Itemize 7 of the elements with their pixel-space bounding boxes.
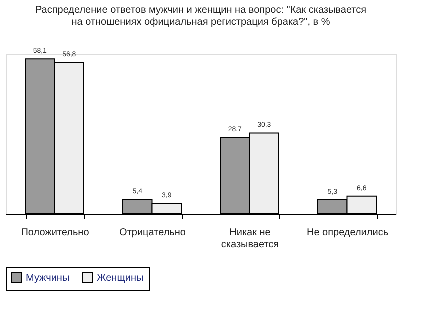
x-tick-label: Не определились (306, 228, 389, 238)
x-tick-label: Положительно (21, 228, 90, 238)
legend-label: Женщины (97, 272, 144, 284)
x-tick-label: Никак не сказывается (221, 228, 280, 250)
chart-title: Распределение ответов мужчин и женщин на вопрос: "Как сказывается на отношениях официальная регистрация брака?", в % (35, 5, 367, 28)
legend-label: Мужчины (26, 272, 70, 284)
x-tick-label: Отрицательно (120, 228, 186, 238)
